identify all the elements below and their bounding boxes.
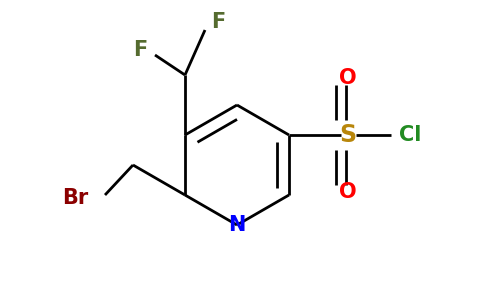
Text: O: O [339,182,357,202]
Text: O: O [339,68,357,88]
Text: Cl: Cl [399,125,421,145]
Text: F: F [133,40,147,60]
Text: F: F [211,12,225,32]
Text: Br: Br [62,188,88,208]
Text: S: S [339,123,357,147]
Text: N: N [228,215,246,235]
